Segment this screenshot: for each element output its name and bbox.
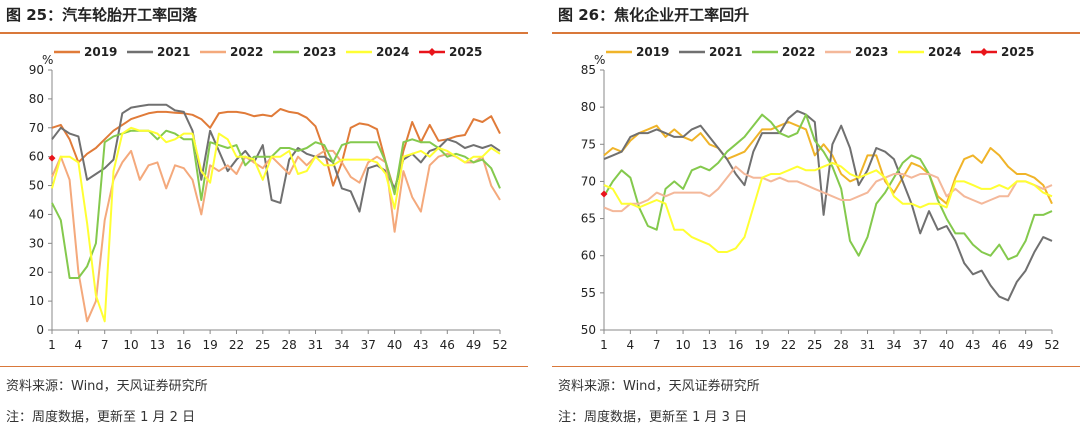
x-tick-label: 1 (600, 338, 608, 352)
source-text: 资料来源：Wind，天风证券研究所 (6, 379, 208, 394)
y-tick-label: 90 (29, 63, 44, 77)
y-tick-label: 50 (581, 323, 596, 337)
series-2025-point (48, 154, 56, 162)
title-divider (0, 32, 528, 34)
x-tick-label: 43 (965, 338, 980, 352)
y-tick-label: 65 (581, 212, 596, 226)
x-tick-label: 10 (123, 338, 138, 352)
x-tick-label: 7 (101, 338, 109, 352)
x-tick-label: 4 (627, 338, 635, 352)
x-tick-label: 52 (1044, 338, 1059, 352)
x-tick-label: 34 (334, 338, 349, 352)
series-2022-line (603, 113, 1053, 261)
x-tick-label: 37 (361, 338, 376, 352)
x-tick-label: 46 (992, 338, 1007, 352)
series-2023-line (51, 129, 501, 279)
x-tick-label: 22 (781, 338, 796, 352)
x-tick-label: 4 (75, 338, 83, 352)
x-tick-label: 16 (176, 338, 191, 352)
series-2023-line (603, 165, 1053, 213)
x-tick-label: 49 (1018, 338, 1033, 352)
series-2021-line (51, 103, 501, 213)
y-tick-label: 60 (581, 249, 596, 263)
x-tick-label: 1 (48, 338, 56, 352)
y-tick-label: 40 (29, 207, 44, 221)
series-2019-line (51, 108, 501, 193)
x-tick-label: 46 (440, 338, 455, 352)
legend-marker-2025 (980, 48, 988, 56)
y-tick-label: 10 (29, 294, 44, 308)
y-axis-unit-label: % (42, 53, 53, 67)
y-tick-label: 80 (581, 100, 596, 114)
y-tick-label: 70 (29, 121, 44, 135)
chart-panel-right: 图 26：焦化企业开工率回升 % 50 55 60 65 70 75 80 85 1 4 7 10 13 1… (552, 0, 1080, 428)
x-tick-label: 16 (728, 338, 743, 352)
chart-title: 图 25：汽车轮胎开工率回落 (6, 6, 198, 24)
x-tick-label: 13 (150, 338, 165, 352)
legend-label-2022: 2022 (782, 45, 815, 59)
y-tick-label: 70 (581, 174, 596, 188)
chart-panel-left: 图 25：汽车轮胎开工率回落 % 0 10 20 30 40 50 60 70 80 90 1 4 7 10… (0, 0, 528, 428)
note-text: 注：周度数据，更新至 1 月 2 日 (6, 410, 196, 425)
y-tick-label: 30 (29, 236, 44, 250)
chart-title: 图 26：焦化企业开工率回升 (558, 6, 750, 24)
y-tick-label: 85 (581, 63, 596, 77)
legend-label-2022: 2022 (230, 45, 263, 59)
legend-label-2019: 2019 (636, 45, 669, 59)
x-tick-label: 25 (807, 338, 822, 352)
x-tick-label: 34 (886, 338, 901, 352)
x-tick-label: 13 (702, 338, 717, 352)
x-tick-label: 31 (860, 338, 875, 352)
x-tick-label: 37 (913, 338, 928, 352)
legend-marker-2025 (428, 48, 436, 56)
series-2024-line (603, 161, 1053, 253)
series-2025-point (600, 190, 608, 198)
line-chart-coking-utilization: % 50 55 60 65 70 75 80 85 1 4 7 10 13 16 19 22 25 28 31 34 37… (581, 45, 1060, 352)
series-2021-line (603, 109, 1053, 302)
x-tick-label: 10 (675, 338, 690, 352)
x-tick-label: 28 (834, 338, 849, 352)
series-2024-line (51, 126, 501, 323)
title-divider (552, 32, 1080, 34)
y-tick-label: 60 (29, 150, 44, 164)
x-tick-label: 49 (466, 338, 481, 352)
legend-label-2019: 2019 (84, 45, 117, 59)
x-tick-label: 19 (202, 338, 217, 352)
legend-label-2024: 2024 (928, 45, 961, 59)
legend-label-2024: 2024 (376, 45, 409, 59)
legend-label-2023: 2023 (303, 45, 336, 59)
x-tick-label: 19 (754, 338, 769, 352)
series-2019-line (603, 121, 1053, 205)
y-tick-label: 75 (581, 137, 596, 151)
y-tick-label: 20 (29, 265, 44, 279)
y-tick-label: 50 (29, 179, 44, 193)
source-divider (552, 366, 1080, 367)
x-tick-label: 22 (229, 338, 244, 352)
x-tick-label: 43 (413, 338, 428, 352)
note-text: 注：周度数据，更新至 1 月 3 日 (558, 410, 748, 425)
source-text: 资料来源：Wind，天风证券研究所 (558, 379, 760, 394)
x-tick-label: 25 (255, 338, 270, 352)
x-tick-label: 28 (282, 338, 297, 352)
y-tick-label: 0 (36, 323, 44, 337)
legend-label-2023: 2023 (855, 45, 888, 59)
y-tick-label: 80 (29, 92, 44, 106)
x-tick-label: 40 (939, 338, 954, 352)
y-axis-unit-label: % (594, 53, 605, 67)
legend-label-2025: 2025 (1001, 45, 1034, 59)
x-tick-label: 52 (492, 338, 507, 352)
x-tick-label: 40 (387, 338, 402, 352)
source-divider (0, 366, 528, 367)
x-tick-label: 7 (653, 338, 661, 352)
y-tick-label: 55 (581, 286, 596, 300)
x-tick-label: 31 (308, 338, 323, 352)
line-chart-tire-utilization: % 0 10 20 30 40 50 60 70 80 90 1 4 7 10 13 16 19 22 25 28 31 3… (29, 45, 508, 352)
legend-label-2025: 2025 (449, 45, 482, 59)
series-2022-line (51, 149, 501, 323)
legend-label-2021: 2021 (709, 45, 742, 59)
legend-label-2021: 2021 (157, 45, 190, 59)
